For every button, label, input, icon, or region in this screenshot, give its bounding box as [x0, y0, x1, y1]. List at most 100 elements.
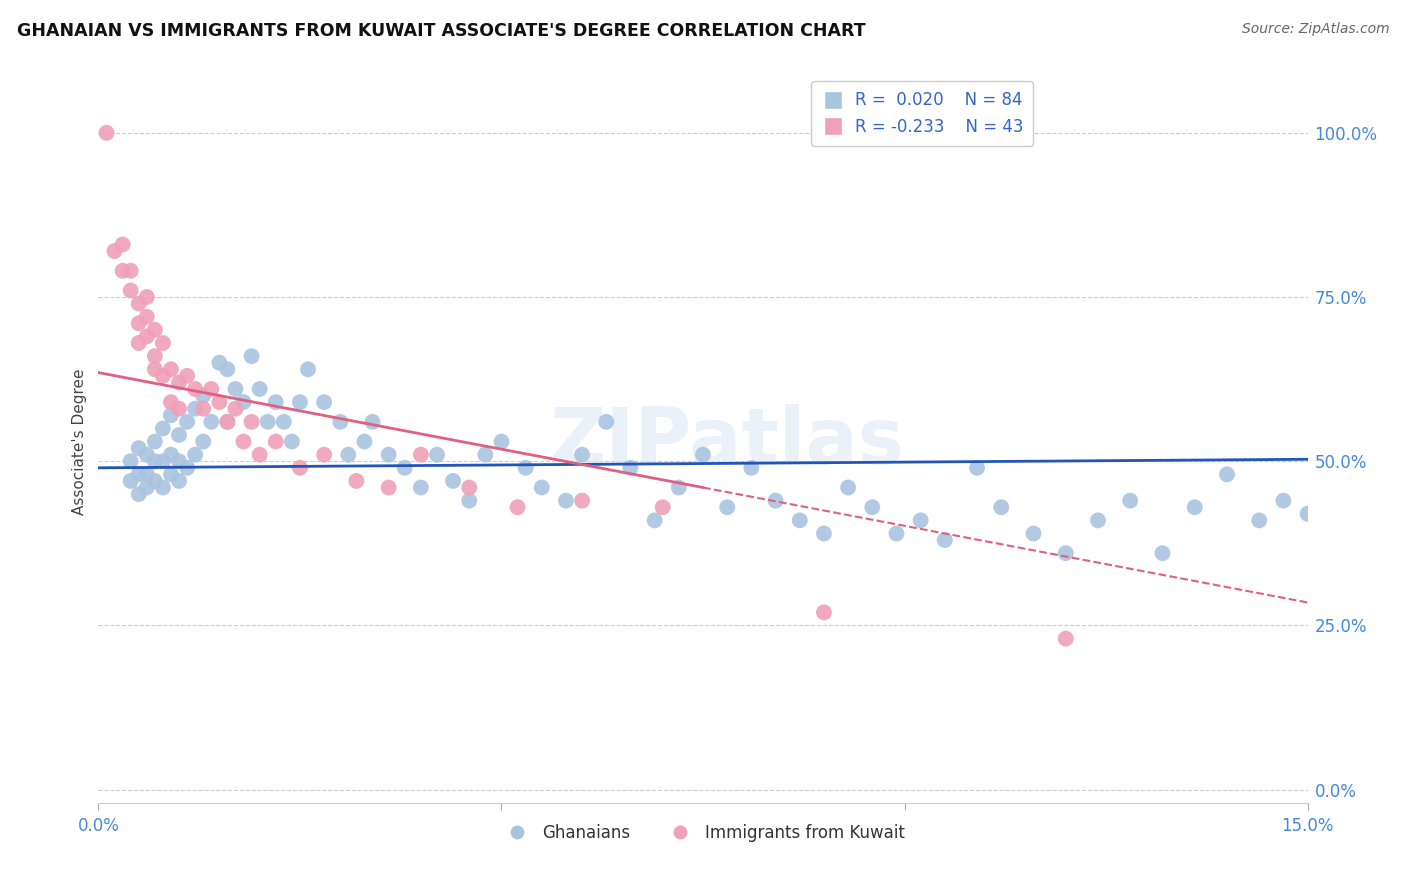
Point [208, 356, 231, 370]
Point [377, 481, 399, 495]
Point [193, 401, 215, 416]
Point [135, 290, 157, 304]
Point [619, 460, 641, 475]
Text: GHANAIAN VS IMMIGRANTS FROM KUWAIT ASSOCIATE'S DEGREE CORRELATION CHART: GHANAIAN VS IMMIGRANTS FROM KUWAIT ASSOC… [17, 22, 866, 40]
Point [1249, 513, 1271, 527]
Y-axis label: Associate's Degree: Associate's Degree [72, 368, 87, 515]
Point [264, 434, 287, 449]
Point [886, 526, 908, 541]
Point [314, 448, 336, 462]
Point [409, 481, 432, 495]
Point [208, 395, 231, 409]
Point [934, 533, 956, 547]
Point [143, 454, 166, 468]
Point [314, 395, 336, 409]
Point [361, 415, 384, 429]
Point [1272, 493, 1295, 508]
Point [193, 388, 215, 402]
Point [217, 362, 239, 376]
Point [1152, 546, 1174, 560]
Point [160, 362, 183, 376]
Point [1296, 507, 1319, 521]
Point [143, 323, 166, 337]
Point [152, 421, 174, 435]
Point [167, 454, 190, 468]
Point [264, 395, 287, 409]
Point [1216, 467, 1239, 482]
Point [120, 264, 142, 278]
Point [288, 395, 311, 409]
Point [184, 448, 207, 462]
Point [837, 481, 859, 495]
Point [1087, 513, 1109, 527]
Point [377, 448, 399, 462]
Point [143, 362, 166, 376]
Point [176, 368, 198, 383]
Point [135, 481, 157, 495]
Point [990, 500, 1012, 515]
Point [644, 513, 666, 527]
Point [167, 474, 190, 488]
Point [167, 428, 190, 442]
Point [249, 382, 271, 396]
Point [1054, 632, 1077, 646]
Point [394, 460, 416, 475]
Point [184, 382, 207, 396]
Point [273, 415, 295, 429]
Point [288, 460, 311, 475]
Point [716, 500, 738, 515]
Point [555, 493, 578, 508]
Point [668, 481, 690, 495]
Point [160, 448, 183, 462]
Point [765, 493, 787, 508]
Point [152, 368, 174, 383]
Point [491, 434, 513, 449]
Point [813, 605, 835, 619]
Point [458, 493, 481, 508]
Point [860, 500, 883, 515]
Point [160, 467, 183, 482]
Point [120, 454, 142, 468]
Legend: Ghanaians, Immigrants from Kuwait: Ghanaians, Immigrants from Kuwait [494, 817, 912, 848]
Point [740, 460, 762, 475]
Text: Source: ZipAtlas.com: Source: ZipAtlas.com [1241, 22, 1389, 37]
Point [256, 415, 278, 429]
Point [128, 467, 150, 482]
Point [143, 474, 166, 488]
Point [152, 454, 174, 468]
Point [458, 481, 481, 495]
Point [595, 415, 617, 429]
Point [176, 460, 198, 475]
Point [143, 349, 166, 363]
Point [217, 415, 239, 429]
Point [143, 434, 166, 449]
Point [128, 316, 150, 330]
Point [530, 481, 553, 495]
Point [1054, 546, 1077, 560]
Point [240, 415, 263, 429]
Point [176, 415, 198, 429]
Point [249, 448, 271, 462]
Point [128, 296, 150, 310]
Point [1022, 526, 1045, 541]
Point [232, 395, 254, 409]
Point [120, 284, 142, 298]
Point [353, 434, 375, 449]
Point [160, 395, 183, 409]
Point [426, 448, 449, 462]
Point [111, 264, 134, 278]
Point [152, 481, 174, 495]
Point [193, 434, 215, 449]
Point [224, 401, 246, 416]
Point [474, 448, 496, 462]
Point [217, 415, 239, 429]
Point [441, 474, 464, 488]
Point [329, 415, 352, 429]
Point [128, 336, 150, 351]
Point [135, 467, 157, 482]
Point [160, 409, 183, 423]
Point [1184, 500, 1206, 515]
Point [515, 460, 537, 475]
Point [167, 376, 190, 390]
Point [200, 415, 222, 429]
